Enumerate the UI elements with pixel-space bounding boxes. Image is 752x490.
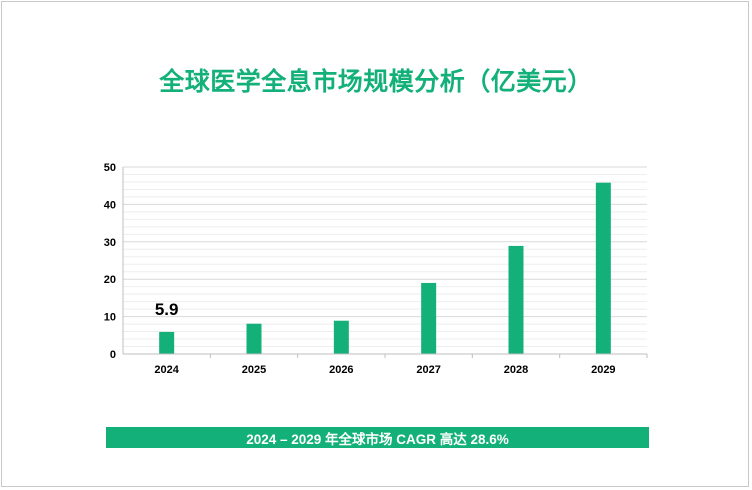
bar-2027 [421, 282, 437, 354]
x-tick-label: 2027 [416, 364, 440, 376]
y-tick-label: 30 [104, 237, 116, 249]
data-labels: 5.9 [155, 300, 179, 319]
x-tick-label: 2026 [329, 364, 353, 376]
bar-2025 [246, 323, 262, 354]
bar-2028 [508, 245, 524, 354]
y-tick-label: 50 [104, 162, 116, 174]
cagr-banner-text: 2024 – 2029 年全球市场 CAGR 高达 28.6% [246, 431, 509, 447]
y-tick-labels: 0 10 20 30 40 50 [104, 162, 116, 361]
y-tick-label: 20 [104, 274, 116, 286]
gridlines [123, 166, 647, 355]
y-tick-label: 40 [104, 199, 116, 211]
x-tick-label: 2024 [154, 364, 179, 376]
axes [122, 167, 647, 355]
bars [159, 182, 611, 354]
chart-title: 全球医学全息市场规模分析（亿美元） [159, 67, 593, 96]
y-tick-label: 10 [104, 312, 116, 324]
x-tick-label: 2028 [504, 364, 528, 376]
bar-2029 [595, 182, 611, 354]
bar-2026 [333, 320, 349, 354]
x-tick-label: 2029 [591, 364, 615, 376]
data-label: 5.9 [155, 300, 179, 319]
x-tick-labels: 2024 2025 2026 2027 2028 2029 [154, 354, 648, 376]
cagr-banner: 2024 – 2029 年全球市场 CAGR 高达 28.6% [106, 427, 649, 448]
bar-2024 [159, 331, 175, 354]
y-tick-label: 0 [110, 349, 116, 361]
x-tick-label: 2025 [242, 364, 266, 376]
